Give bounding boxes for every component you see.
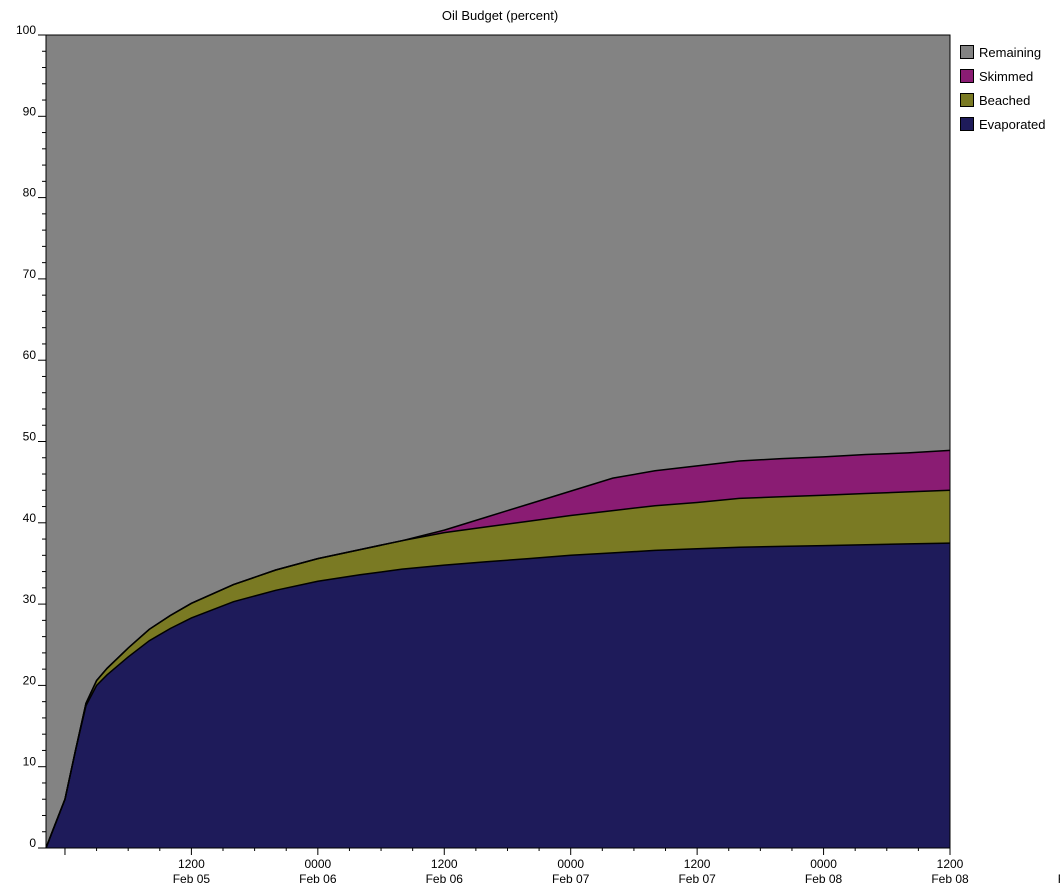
x-tick-label-date: Feb 06 — [426, 872, 464, 886]
x-tick-label-time: 1200 — [431, 857, 458, 871]
area-skimmed — [46, 450, 950, 848]
y-tick-label: 60 — [23, 348, 37, 362]
legend-label-remaining: Remaining — [979, 44, 1042, 60]
y-tick-label: 10 — [23, 755, 37, 769]
x-tick-label-date: Feb 07 — [678, 872, 716, 886]
y-tick-label: 90 — [23, 104, 37, 118]
area-beached — [46, 490, 950, 848]
legend-item-beached: Beached — [960, 88, 1046, 112]
legend-item-remaining: Remaining — [960, 40, 1046, 64]
legend-swatch-evaporated — [960, 117, 974, 131]
y-tick-label: 80 — [23, 186, 37, 200]
legend-label-beached: Beached — [979, 92, 1031, 108]
x-tick-label-time: 0000 — [557, 857, 584, 871]
x-tick-label-date: Feb 08 — [931, 872, 969, 886]
x-tick-label-date: Feb 06 — [299, 872, 337, 886]
y-tick-label: 50 — [23, 430, 37, 444]
x-tick-label-date: Feb 07 — [552, 872, 590, 886]
y-tick-label: 40 — [23, 511, 37, 525]
y-tick-label: 100 — [16, 23, 36, 37]
y-tick-label: 0 — [29, 836, 36, 850]
legend-swatch-beached — [960, 93, 974, 107]
area-evaporated — [46, 543, 950, 848]
legend-label-skimmed: Skimmed — [979, 68, 1034, 84]
chart-title: Oil Budget (percent) — [441, 8, 559, 23]
y-tick-label: 20 — [23, 673, 37, 687]
x-tick-label-time: 0000 — [304, 857, 331, 871]
x-tick-label-date: Feb 09 — [1058, 872, 1060, 886]
x-tick-label-time: 1200 — [178, 857, 205, 871]
area-layers — [46, 35, 950, 848]
area-outlines — [45, 34, 951, 849]
chart-legend: Remaining Skimmed Beached Evaporated — [960, 40, 1046, 136]
x-tick-label-date: Feb 05 — [173, 872, 211, 886]
x-tick-label-time: 1200 — [684, 857, 711, 871]
x-tick-label-date: Feb 08 — [805, 872, 843, 886]
y-tick-label: 70 — [23, 267, 37, 281]
y-tick-label: 30 — [23, 592, 37, 606]
outline-evaporated — [45, 542, 951, 849]
legend-item-evaporated: Evaporated — [960, 112, 1046, 136]
legend-swatch-skimmed — [960, 69, 974, 83]
legend-swatch-remaining — [960, 45, 974, 59]
x-tick-label-time: 0000 — [810, 857, 837, 871]
outline-skimmed — [45, 449, 951, 849]
legend-item-skimmed: Skimmed — [960, 64, 1046, 88]
y-axis: 0 10 20 30 40 50 60 70 80 90 100 — [16, 23, 46, 850]
legend-label-evaporated: Evaporated — [979, 116, 1046, 132]
area-remaining — [46, 35, 950, 848]
x-tick-label-time: 1200 — [937, 857, 964, 871]
